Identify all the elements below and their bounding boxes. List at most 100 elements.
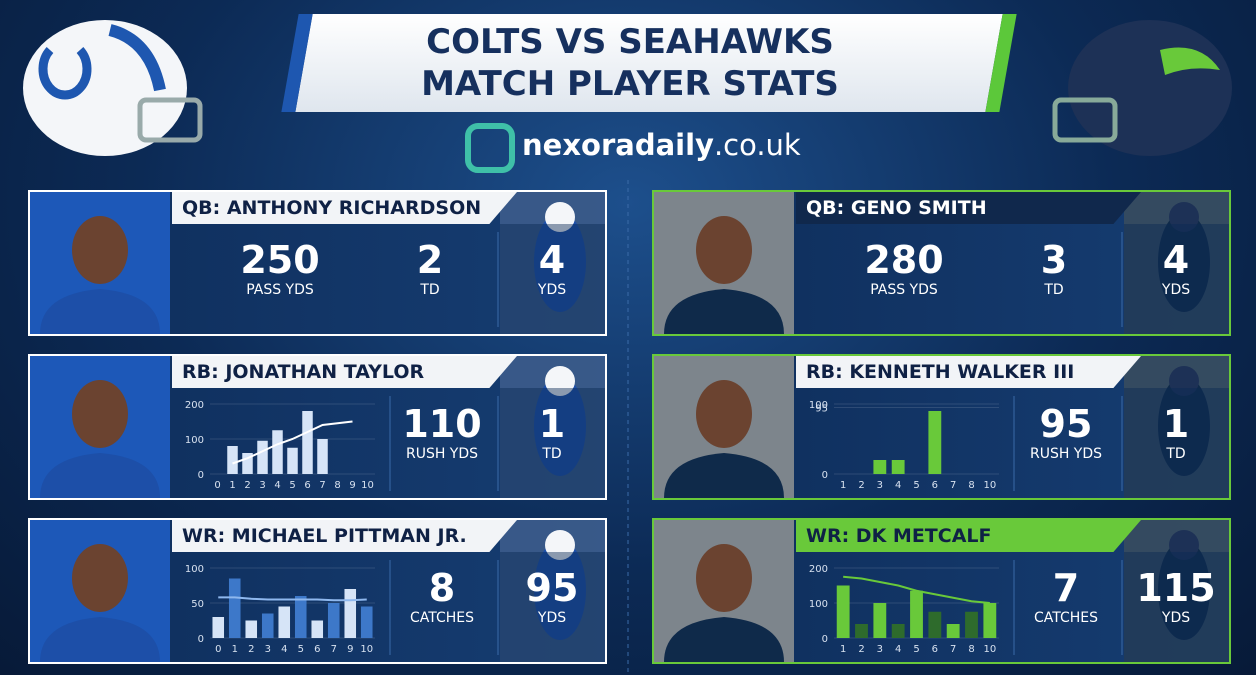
portrait-head: [696, 380, 752, 448]
stat-shade: [1124, 224, 1229, 334]
card-art: 0 100 200 1 2 3 4 5 6 7 8 10: [654, 520, 1229, 662]
player-title: QB: ANTHONY RICHARDSON: [172, 192, 517, 224]
stat-label: YDS: [1161, 610, 1191, 626]
trend-line: [232, 420, 353, 465]
player-title: WR: MICHAEL PITTMAN JR.: [172, 520, 517, 552]
stat-value: 4: [1162, 238, 1190, 282]
y-tick-label: 100: [809, 599, 828, 610]
x-tick-label: 8: [334, 480, 340, 491]
action-player: [534, 540, 586, 640]
bar: [272, 430, 283, 474]
action-helmet: [545, 202, 575, 232]
bar: [928, 411, 942, 474]
bar: [928, 611, 942, 638]
bar: [261, 613, 274, 638]
x-tick-label: 2: [858, 644, 864, 655]
stat: 95 RUSH YDS: [1011, 402, 1121, 462]
bar: [965, 611, 978, 638]
bar: [891, 460, 905, 474]
y-tick-label: 0: [198, 470, 204, 481]
bar: [946, 624, 960, 638]
bar: [983, 603, 997, 638]
bar: [891, 624, 905, 638]
player-card: 0 100 200 0 1 2 3 4 5 6 7 8 9 10 RB: JONATHAN TAYLOR 11…: [28, 354, 607, 500]
stat-value: 95: [1039, 402, 1093, 446]
stat-label: CATCHES: [1033, 610, 1099, 626]
stat: 1 TD: [1121, 402, 1229, 462]
bar: [294, 596, 307, 638]
action-player: [1158, 540, 1210, 640]
bar: [910, 590, 923, 638]
x-tick-label: 3: [877, 644, 883, 655]
x-tick-label: 3: [259, 480, 265, 491]
bar: [873, 603, 887, 638]
x-tick-label: 3: [265, 644, 271, 655]
action-helmet: [545, 530, 575, 560]
x-tick-label: 7: [319, 480, 325, 491]
x-tick-label: 1: [229, 480, 235, 491]
bar: [311, 620, 324, 638]
stat-value: 110: [402, 402, 482, 446]
player-title: QB: GENO SMITH: [796, 192, 1141, 224]
stat: 115 YDS: [1121, 566, 1229, 626]
x-tick-label: 6: [932, 480, 938, 491]
x-tick-label: 1: [840, 644, 846, 655]
bar: [228, 578, 241, 638]
x-tick-label: 9: [347, 644, 353, 655]
stat-shade: [500, 224, 605, 334]
x-tick-label: 10: [361, 480, 374, 491]
title-line: COLTS VS SEAHAWKS: [426, 22, 834, 62]
x-tick-label: 4: [895, 644, 901, 655]
x-tick-label: 2: [248, 644, 254, 655]
portrait-body: [40, 617, 160, 662]
portrait-head: [72, 544, 128, 612]
y-tick-label: 200: [809, 564, 828, 575]
colts-helmet: [23, 20, 203, 156]
stat: 280 PASS YDS: [849, 238, 959, 298]
stat: 1 TD: [497, 402, 605, 462]
player-card: 0 100 200 1 2 3 4 5 6 7 8 10 WR: DK METCALF 7 CATCHES 1…: [652, 518, 1231, 664]
seahawks-helmet: [1052, 20, 1232, 156]
stat: 250 PASS YDS: [225, 238, 335, 298]
stat-value: 3: [1040, 238, 1068, 282]
brand-logo: [465, 123, 515, 173]
x-tick-label: 7: [950, 480, 956, 491]
stat: 8 CATCHES: [387, 566, 497, 626]
player-title: RB: KENNETH WALKER III: [796, 356, 1141, 388]
stat-value: 4: [538, 238, 566, 282]
portrait-head: [72, 380, 128, 448]
bar: [360, 606, 373, 638]
x-tick-label: 5: [289, 480, 295, 491]
stat-value: 280: [864, 238, 944, 282]
card-art: [30, 192, 605, 334]
x-tick-label: 7: [331, 644, 337, 655]
stat: 4 YDS: [497, 238, 605, 298]
player-title: RB: JONATHAN TAYLOR: [172, 356, 517, 388]
x-tick-label: 0: [214, 480, 220, 491]
stat-value: 1: [538, 402, 566, 446]
stat-shade: [500, 388, 605, 498]
card-art: [654, 192, 1229, 334]
x-tick-label: 2: [858, 480, 864, 491]
x-tick-label: 8: [968, 644, 974, 655]
x-tick-label: 9: [349, 480, 355, 491]
y-tick-label: 0: [822, 470, 828, 481]
action-player: [1158, 212, 1210, 312]
bar: [287, 447, 298, 474]
portrait-head: [696, 544, 752, 612]
stat-value: 95: [525, 566, 579, 610]
stat-label: YDS: [537, 610, 567, 626]
trend-line: [218, 596, 367, 602]
y-tick-label: 0: [198, 634, 204, 645]
bar: [227, 446, 238, 474]
bar: [836, 585, 850, 638]
bar: [278, 606, 291, 638]
stat: 7 CATCHES: [1011, 566, 1121, 626]
stat-label: TD: [1166, 446, 1186, 462]
action-player: [534, 376, 586, 476]
trend-line: [843, 575, 990, 604]
